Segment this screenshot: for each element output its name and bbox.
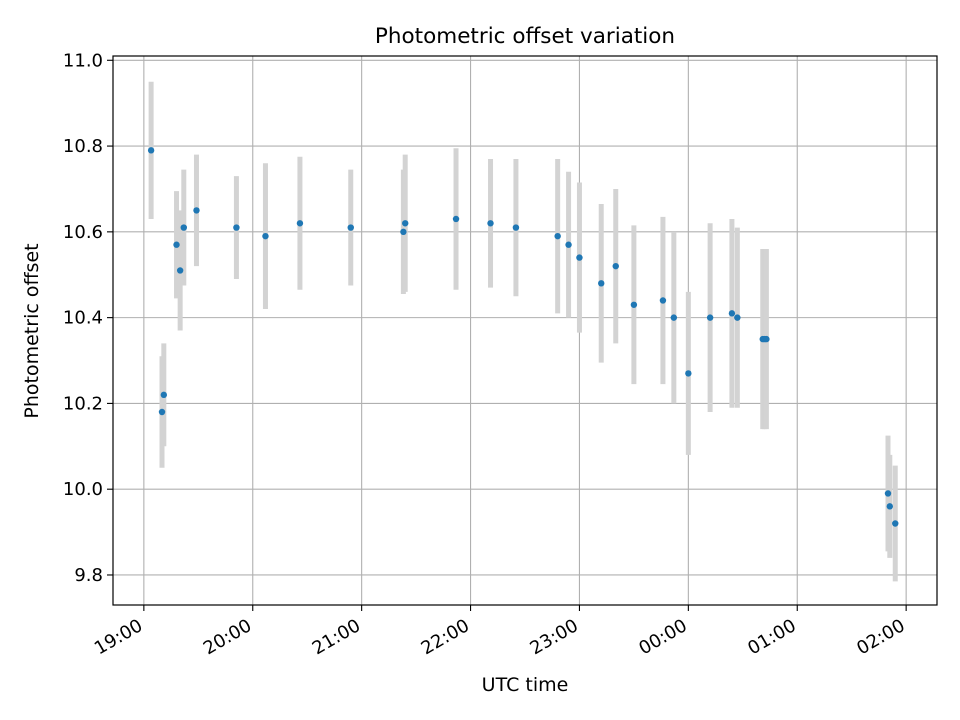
data-point: [630, 301, 638, 308]
data-point: [763, 335, 770, 343]
data-point: [734, 314, 741, 321]
data-point: [400, 228, 407, 236]
data-points: [147, 147, 899, 527]
y-tick-label: 10.6: [63, 222, 103, 243]
data-point: [296, 220, 304, 227]
grid: [113, 56, 937, 605]
data-point: [685, 370, 692, 377]
data-point: [262, 232, 269, 240]
y-axis-label: Photometric offset: [21, 243, 43, 418]
data-point: [347, 224, 354, 231]
data-point: [173, 241, 180, 248]
data-point: [598, 280, 605, 287]
y-tick-label: 9.8: [74, 565, 103, 586]
data-point: [565, 241, 572, 248]
data-point: [706, 314, 714, 321]
data-point: [576, 254, 583, 261]
data-point: [158, 408, 166, 416]
data-point: [659, 297, 667, 304]
y-tick-label: 11.0: [63, 50, 103, 71]
plot-frame: [112, 55, 938, 606]
data-point: [612, 262, 619, 270]
data-point: [160, 391, 168, 399]
data-point: [402, 220, 409, 227]
y-tick-label: 10.2: [63, 393, 103, 414]
data-point: [233, 224, 240, 231]
data-point: [452, 215, 460, 223]
data-point: [670, 314, 678, 321]
data-point: [554, 232, 561, 240]
y-axis-ticks: 9.8 10.0 10.2 10.4 10.6 10.8 11.0: [63, 50, 113, 586]
y-tick-label: 10.4: [63, 308, 103, 329]
y-tick-label: 10.0: [63, 479, 103, 500]
data-point: [884, 490, 892, 497]
data-point: [886, 503, 894, 510]
data-point: [512, 224, 520, 231]
data-point: [193, 207, 200, 214]
data-point: [728, 310, 736, 317]
data-point: [892, 520, 899, 527]
data-point: [487, 220, 494, 227]
data-point: [176, 267, 184, 274]
data-point: [147, 147, 155, 154]
chart-title: Photometric offset variation: [375, 24, 675, 49]
x-axis-label: UTC time: [482, 674, 569, 696]
y-tick-label: 10.8: [63, 136, 103, 157]
data-point: [180, 224, 187, 231]
